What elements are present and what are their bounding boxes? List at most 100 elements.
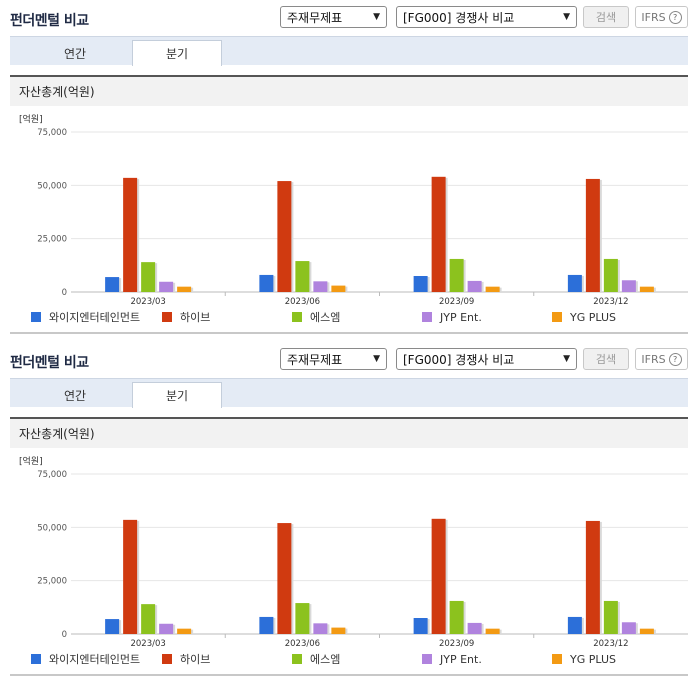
comparison-group-select[interactable]: [FG000] 경쟁사 비교 ▼ xyxy=(396,6,577,28)
asset-total-bar-chart: [억원] 0 25,000 50,000 75,000 2023/03 2023/06 202… xyxy=(19,455,688,666)
y-tick-label: 25,000 xyxy=(37,235,67,245)
statement-type-select[interactable]: 주재무제표 ▼ xyxy=(280,348,387,370)
legend-label: 와이지엔터테인먼트 xyxy=(49,653,140,666)
x-tick-label: 2023/06 xyxy=(285,639,320,649)
bar xyxy=(277,523,292,634)
tab-quarterly[interactable]: 분기 xyxy=(132,382,222,408)
bar xyxy=(485,286,500,292)
bar xyxy=(431,176,446,292)
bar xyxy=(123,177,138,292)
x-tick-label: 2023/09 xyxy=(439,639,474,649)
tab-annual[interactable]: 연간 xyxy=(63,388,87,403)
x-tick-label: 2023/03 xyxy=(130,639,165,649)
chevron-down-icon: ▼ xyxy=(373,12,380,22)
y-tick-label: 75,000 xyxy=(37,470,67,480)
ifrs-label: IFRS xyxy=(641,352,666,366)
legend-swatch xyxy=(31,654,41,664)
chevron-down-icon: ▼ xyxy=(563,354,570,364)
statement-type-select[interactable]: 주재무제표 ▼ xyxy=(280,6,387,28)
legend-swatch xyxy=(292,312,302,322)
x-tick-label: 2023/03 xyxy=(130,297,165,307)
legend-label: 에스엠 xyxy=(310,653,340,666)
legend-swatch xyxy=(422,654,432,664)
ifrs-button[interactable]: IFRS? xyxy=(635,6,688,28)
y-unit-label: [억원] xyxy=(19,113,43,125)
legend-label: YG PLUS xyxy=(569,311,616,324)
y-tick-label: 0 xyxy=(62,630,67,640)
y-unit-label: [억원] xyxy=(19,455,43,467)
fundamental-panel: 펀더멘털 비교 주재무제표 ▼ [FG000] 경쟁사 비교 ▼ 검색 IFRS? 연간 분기 자… xyxy=(0,342,696,684)
statement-type-value: 주재무제표 xyxy=(287,10,343,25)
search-button[interactable]: 검색 xyxy=(583,6,629,28)
tab-annual[interactable]: 연간 xyxy=(63,46,87,61)
bar xyxy=(141,604,156,634)
bar xyxy=(413,618,428,634)
period-tabs: 연간 분기 xyxy=(10,36,688,66)
bar xyxy=(431,518,446,634)
bar xyxy=(639,628,654,634)
bar xyxy=(467,280,482,292)
search-button[interactable]: 검색 xyxy=(583,348,629,370)
panel-title: 펀더멘털 비교 xyxy=(10,355,89,371)
ifrs-label: IFRS xyxy=(641,10,666,24)
bar xyxy=(159,281,174,292)
help-icon[interactable]: ? xyxy=(668,352,682,366)
bar xyxy=(141,262,156,292)
y-tick-label: 25,000 xyxy=(37,577,67,587)
legend-swatch xyxy=(162,312,172,322)
bar xyxy=(295,261,310,292)
section-title: 자산총계(억원) xyxy=(19,427,95,441)
statement-type-value: 주재무제표 xyxy=(287,352,343,367)
legend-label: 와이지엔터테인먼트 xyxy=(49,311,140,324)
bar xyxy=(331,627,346,634)
legend-label: JYP Ent. xyxy=(439,311,482,324)
bar xyxy=(603,600,618,634)
bar xyxy=(467,622,482,634)
y-tick-label: 50,000 xyxy=(37,181,67,191)
bar xyxy=(259,274,274,292)
legend-swatch xyxy=(552,312,562,322)
bar xyxy=(331,285,346,292)
tab-quarterly[interactable]: 분기 xyxy=(132,40,222,66)
bar xyxy=(177,628,192,634)
bar xyxy=(585,178,600,292)
legend-swatch xyxy=(162,654,172,664)
help-icon[interactable]: ? xyxy=(668,10,682,24)
x-tick-label: 2023/12 xyxy=(593,639,628,649)
bar xyxy=(485,628,500,634)
bar xyxy=(449,258,464,292)
legend-label: YG PLUS xyxy=(569,653,616,666)
bar xyxy=(449,600,464,634)
bar xyxy=(105,277,120,292)
legend-label: 하이브 xyxy=(180,310,210,324)
bar xyxy=(159,623,174,634)
panel-bottom-border xyxy=(10,332,688,334)
y-tick-label: 0 xyxy=(62,288,67,298)
panel-bottom-border xyxy=(10,674,688,676)
x-tick-label: 2023/06 xyxy=(285,297,320,307)
section-header: 자산총계(억원) xyxy=(10,417,688,448)
asset-total-bar-chart: [억원] 0 25,000 50,000 75,000 2023/03 2023/06 202… xyxy=(19,113,688,324)
y-tick-label: 75,000 xyxy=(37,128,67,138)
legend-label: JYP Ent. xyxy=(439,653,482,666)
ifrs-button[interactable]: IFRS? xyxy=(635,348,688,370)
bar xyxy=(621,280,636,292)
legend-label: 하이브 xyxy=(180,652,210,666)
bar xyxy=(567,274,582,292)
bar xyxy=(413,276,428,292)
bar xyxy=(177,286,192,292)
chevron-down-icon: ▼ xyxy=(373,354,380,364)
comparison-group-select[interactable]: [FG000] 경쟁사 비교 ▼ xyxy=(396,348,577,370)
x-tick-label: 2023/09 xyxy=(439,297,474,307)
bar xyxy=(639,286,654,292)
bar xyxy=(277,181,292,292)
legend-label: 에스엠 xyxy=(310,311,340,324)
bar xyxy=(259,616,274,634)
panel-title: 펀더멘털 비교 xyxy=(10,13,89,29)
y-tick-label: 50,000 xyxy=(37,523,67,533)
legend-swatch xyxy=(292,654,302,664)
bar xyxy=(313,281,328,292)
legend-swatch xyxy=(31,312,41,322)
section-header: 자산총계(억원) xyxy=(10,75,688,106)
